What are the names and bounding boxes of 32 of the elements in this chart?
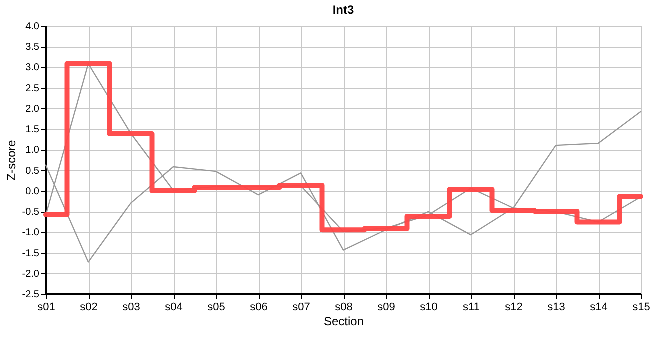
x-tick-label: s10 [420,302,438,314]
y-tick-label: -0.5 [22,207,40,218]
x-tick-label: s13 [548,302,566,314]
y-tick-label: 2.5 [26,83,40,94]
y-tick-label: -1.0 [22,228,40,239]
x-tick-label: s05 [208,302,226,314]
x-tick-label: s03 [122,302,140,314]
y-tick-label: -2.5 [22,290,40,300]
x-tick-label: s01 [38,302,56,314]
x-tick-label: s09 [378,302,396,314]
x-tick-label: s12 [505,302,523,314]
x-tick-label: s14 [590,302,608,314]
y-tick-label: 3.5 [26,42,40,54]
y-tick-label: -1.5 [22,248,40,260]
y-axis-title: Z-score [4,140,18,181]
x-tick-label: s04 [165,302,183,314]
y-tick-label: 0.5 [26,166,40,177]
y-tick-label: -2.0 [22,268,40,280]
x-axis-title: Section [324,314,364,328]
x-tick-label: s15 [632,302,650,314]
y-tick-label: 3.0 [26,62,40,74]
x-tick-label: s07 [292,302,310,314]
chart-title: Int3 [332,3,354,17]
y-tick-label: 1.5 [26,124,40,136]
x-tick-label: s11 [463,302,480,314]
y-tick-label: 1.0 [26,145,40,156]
y-tick-label: 2.0 [26,104,40,115]
x-tick-label: s02 [80,302,98,314]
y-tick-label: 0.0 [26,186,40,198]
y-tick-label: 4.0 [26,22,40,32]
x-tick-label: s08 [335,302,353,314]
x-tick-label: s06 [250,302,268,314]
